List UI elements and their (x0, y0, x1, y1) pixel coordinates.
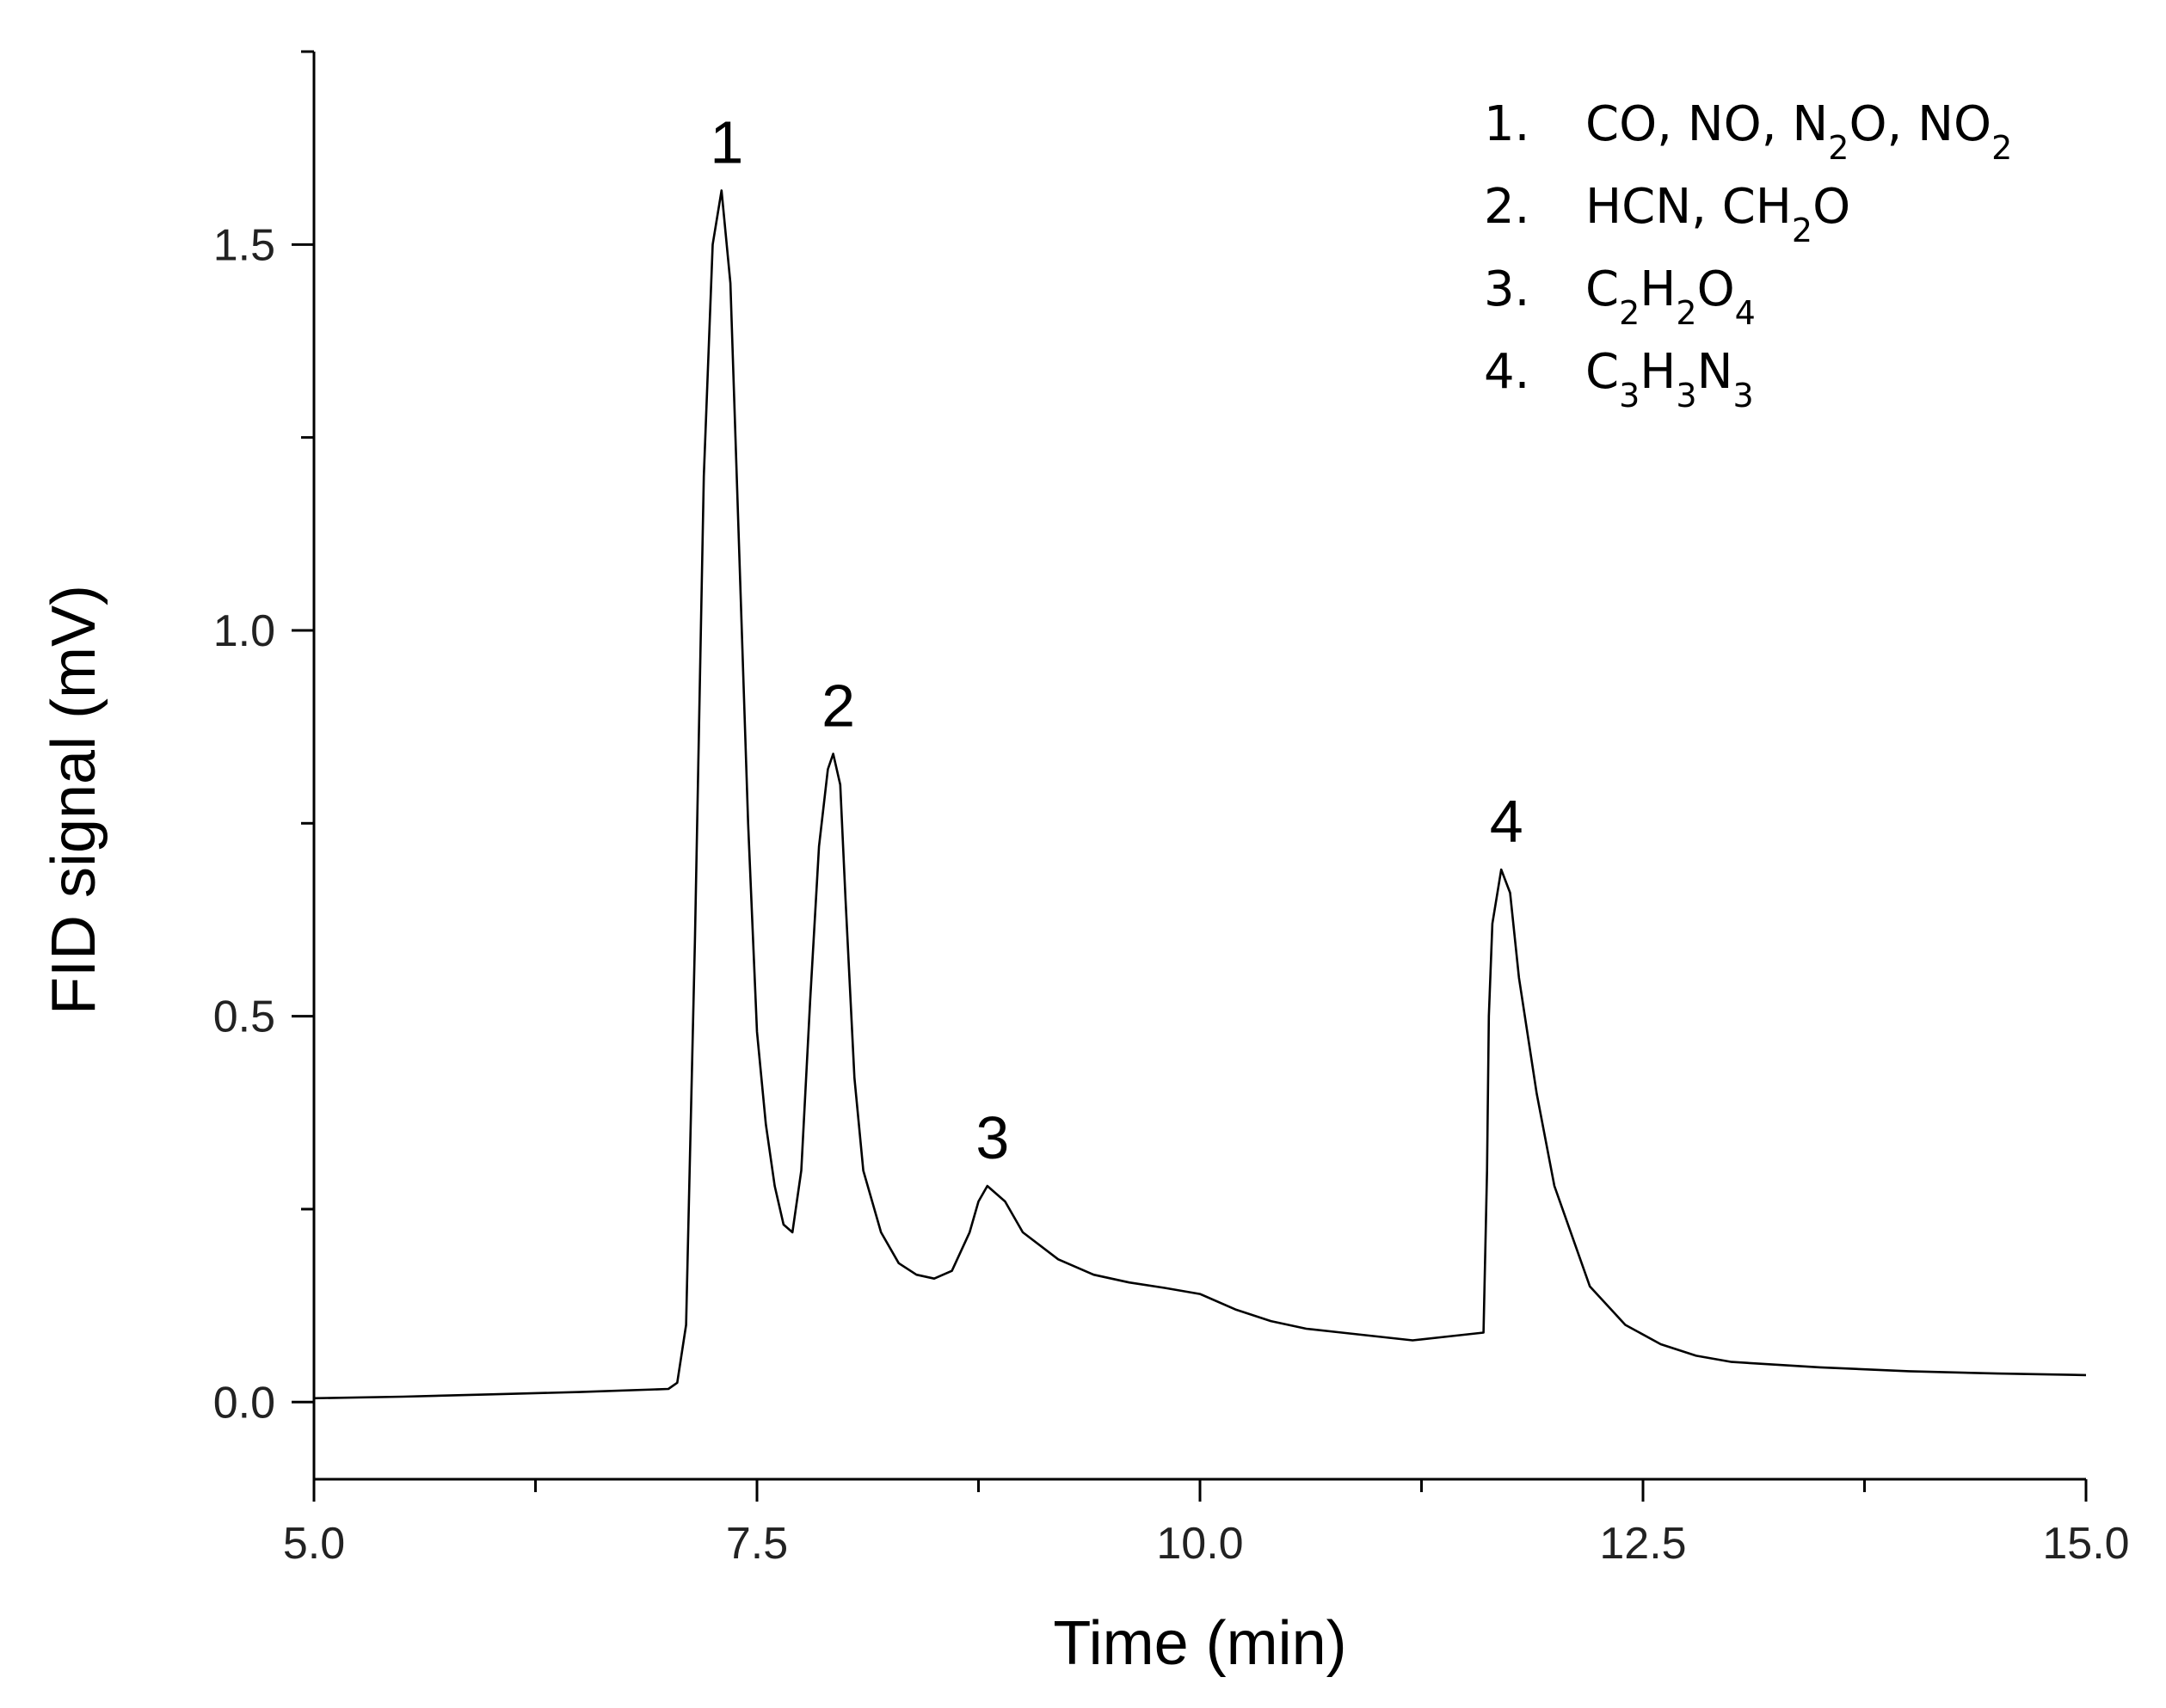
peak-label-1: 1 (710, 109, 743, 176)
y-axis-title: FID signal (mV) (40, 585, 108, 1015)
legend-entry-3: C2H2O4 (1585, 261, 1756, 332)
x-ticks (312, 1479, 2088, 1502)
legend-entry-number: 1. (1484, 96, 1529, 152)
y-ticks (292, 50, 314, 1404)
peak-labels: 1 2 3 4 (710, 109, 1523, 1172)
y-tick-labels: 0.0 0.5 1.0 1.5 (213, 220, 275, 1428)
legend-entry-number: 4. (1484, 344, 1529, 400)
y-tick-label: 1.5 (213, 220, 275, 270)
legend: 1. CO, NO, N2O, NO2 2. HCN, CH2O 3. C2H2O4 4. C… (1484, 96, 2012, 415)
y-tick-label: 0.0 (213, 1378, 275, 1428)
legend-entry-number: 2. (1484, 179, 1529, 235)
legend-entry-1: CO, NO, N2O, NO2 (1585, 96, 2012, 167)
peak-label-3: 3 (975, 1104, 1009, 1171)
peak-label-2: 2 (821, 673, 855, 740)
x-tick-label: 10.0 (1156, 1519, 1243, 1569)
axes (312, 52, 2086, 1481)
y-tick-label: 0.5 (213, 992, 275, 1042)
x-axis-title: Time (min) (1053, 1609, 1346, 1678)
x-tick-labels: 5.0 7.5 10.0 12.5 15.0 (283, 1519, 2130, 1569)
x-tick-label: 12.5 (1599, 1519, 1686, 1569)
x-tick-label: 15.0 (2042, 1519, 2129, 1569)
legend-entry-2: HCN, CH2O (1585, 179, 1850, 249)
peak-label-4: 4 (1490, 788, 1523, 855)
x-tick-label: 7.5 (726, 1519, 788, 1569)
x-tick-label: 5.0 (283, 1519, 345, 1569)
legend-entry-4: C3H3N3 (1585, 344, 1754, 415)
fid-signal-trace (313, 189, 2087, 1400)
y-tick-label: 1.0 (213, 606, 275, 656)
legend-entry-number: 3. (1484, 261, 1529, 317)
